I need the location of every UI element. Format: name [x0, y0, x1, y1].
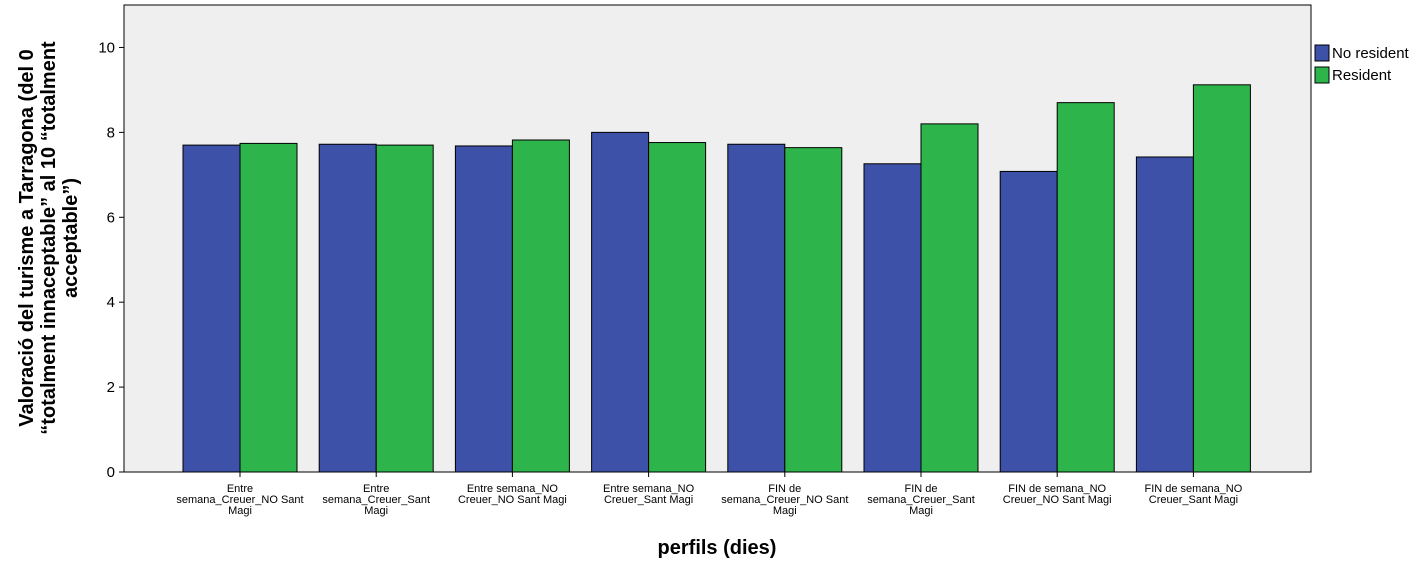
x-tick-label: Entre semana_NO Creuer_NO Sant Magi — [458, 483, 567, 506]
bar-no-resident-3 — [454, 145, 513, 473]
y-axis: 0 2 4 6 8 10 — [98, 39, 124, 481]
bar-no-resident-5 — [727, 143, 786, 473]
y-tick-label: 2 — [107, 379, 115, 396]
plot-area — [123, 4, 1312, 473]
y-axis-title-text: Valoració del turisme a Tarragona (del 0… — [16, 41, 82, 435]
y-tick-label: 0 — [107, 464, 115, 481]
x-tick-label: Entre semana_NO Creuer_Sant Magi — [603, 483, 695, 506]
bar-no-resident-7 — [999, 170, 1058, 473]
bar-resident-1 — [239, 142, 298, 473]
y-axis-title: Valoració del turisme a Tarragona (del 0… — [16, 41, 82, 435]
y-tick-label: 6 — [107, 209, 115, 226]
x-tick-label: FIN de semana_Creuer_NO Sant Magi — [721, 483, 848, 517]
legend-swatch-no-resident — [1314, 44, 1330, 62]
legend-label-no-resident: No resident — [1332, 45, 1410, 62]
bar-resident-3 — [511, 139, 570, 473]
bars-group — [182, 84, 1251, 473]
bar-resident-5 — [784, 147, 843, 473]
x-axis-title: perfils (dies) — [658, 537, 777, 559]
x-tick-label: Entre semana_Creuer_NO Sant Magi — [176, 483, 303, 517]
legend-label-resident: Resident — [1332, 67, 1392, 84]
x-tick-label: FIN de semana_NO Creuer_NO Sant Magi — [1003, 483, 1112, 506]
bar-resident-7 — [1056, 102, 1115, 473]
bar-resident-6 — [920, 123, 979, 473]
y-tick-label: 8 — [107, 124, 115, 141]
legend-swatch-resident — [1314, 66, 1330, 84]
bar-resident-8 — [1192, 84, 1251, 473]
bar-resident-2 — [375, 144, 434, 473]
bar-no-resident-4 — [591, 131, 650, 473]
x-tick-label: Entre semana_Creuer_Sant Magi — [322, 483, 430, 517]
y-tick-label: 10 — [98, 39, 115, 56]
bar-no-resident-6 — [863, 163, 922, 473]
legend: No resident Resident — [1314, 44, 1410, 84]
y-tick-label: 4 — [107, 294, 115, 311]
x-tick-label: FIN de semana_NO Creuer_Sant Magi — [1144, 483, 1242, 506]
x-tick-label: FIN de semana_Creuer_Sant Magi — [867, 483, 975, 517]
bar-no-resident-8 — [1135, 156, 1194, 473]
x-axis: Entre semana_Creuer_NO Sant Magi Entre seman… — [176, 472, 1243, 517]
bar-no-resident-1 — [182, 144, 241, 473]
bar-no-resident-2 — [318, 143, 377, 473]
bar-resident-4 — [648, 142, 707, 473]
